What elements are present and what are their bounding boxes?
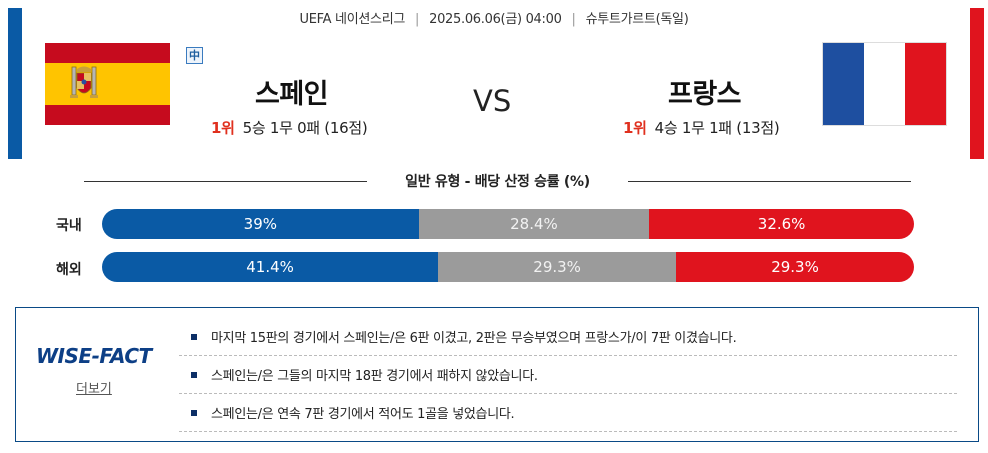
away-record-text: 4승 1무 1패 (13점) [654,119,780,137]
odds-section-title: 일반 유형 - 배당 산정 승률 (%) [405,174,590,190]
overseas-odds-bar: 41.4% 29.3% 29.3% [102,252,914,282]
home-win-segment: 41.4% [102,252,439,282]
match-info: UEFA 네이션스리그 | 2025.06.06(금) 04:00 | 슈투트가르트(독… [299,12,689,27]
fact-text: 스페인는/은 연속 7판 경기에서 적어도 1골을 넣었습니다. [211,407,515,422]
fact-item: 스페인는/은 연속 7판 경기에서 적어도 1골을 넣었습니다. [179,394,957,432]
fact-list: 마지막 15판의 경기에서 스페인는/은 6판 이겼고, 2판은 무승부였으며 … [179,318,957,432]
france-flag-icon [822,42,947,126]
fact-text: 스페인는/은 그들의 마지막 18판 경기에서 패하지 않았습니다. [211,369,538,384]
square-bullet-icon [191,409,197,416]
fact-text: 마지막 15판의 경기에서 스페인는/은 6판 이겼고, 2판은 무승부였으며 … [211,331,737,346]
home-team-name[interactable]: 스페인 [255,79,329,110]
square-bullet-icon [191,333,197,340]
league-name: UEFA 네이션스리그 [299,12,406,27]
divider-left [84,181,367,182]
more-link[interactable]: 더보기 [76,382,112,397]
wise-fact-panel: WISE-FACT 더보기 마지막 15판의 경기에서 스페인는/은 6판 이겼… [15,307,979,442]
square-bullet-icon [191,371,197,378]
overseas-label: 해외 [56,262,82,278]
away-rank: 1위 [623,119,647,137]
domestic-label: 국내 [56,218,82,234]
away-color-bar [970,8,984,159]
away-record: 1위 4승 1무 1패 (13점) [623,117,780,138]
match-datetime: 2025.06.06(금) 04:00 [429,12,562,27]
home-record-text: 5승 1무 0패 (16점) [242,119,368,137]
draw-segment: 28.4% [418,209,650,239]
home-color-bar [8,8,22,159]
fact-item: 스페인는/은 그들의 마지막 18판 경기에서 패하지 않았습니다. [179,356,957,394]
neutral-badge: 中 [186,47,203,64]
wise-fact-logo: WISE-FACT [36,344,152,368]
draw-segment: 29.3% [438,252,677,282]
away-win-segment: 29.3% [676,252,914,282]
home-record: 1위 5승 1무 0패 (16점) [211,117,368,138]
divider-right [628,181,911,182]
domestic-odds-bar: 39% 28.4% 32.6% [102,209,914,239]
home-win-segment: 39% [102,209,419,239]
home-rank: 1위 [211,119,235,137]
match-venue: 슈투트가르트(독일) [585,12,689,27]
fact-item: 마지막 15판의 경기에서 스페인는/은 6판 이겼고, 2판은 무승부였으며 … [179,318,957,356]
versus-label: VS [473,84,512,118]
away-win-segment: 32.6% [649,209,914,239]
spain-flag-icon [45,43,170,125]
away-team-name[interactable]: 프랑스 [668,79,742,110]
